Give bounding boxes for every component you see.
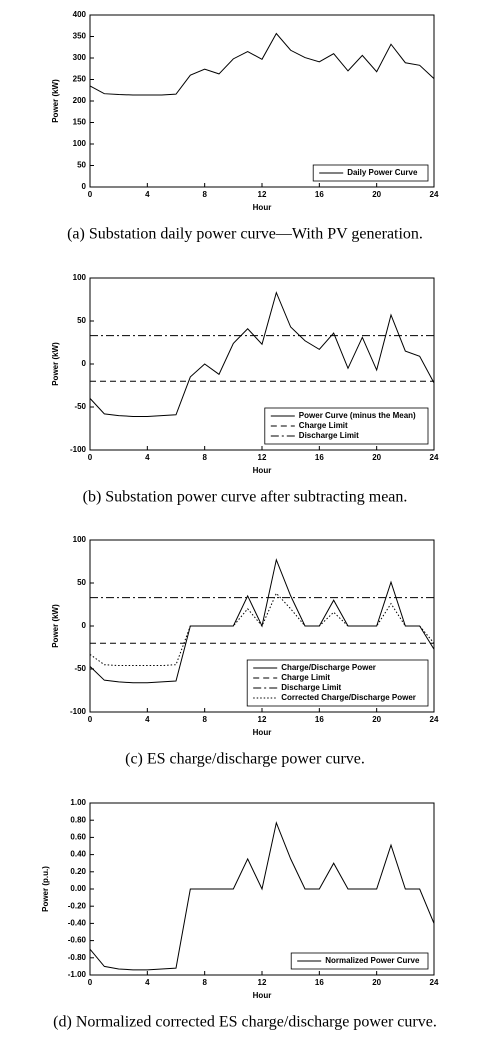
plot-frame xyxy=(89,14,435,188)
x-tick-label: 4 xyxy=(145,453,150,462)
y-tick-label: -0.80 xyxy=(68,953,87,962)
legend-label: Discharge Limit xyxy=(299,431,359,440)
y-tick-label: 50 xyxy=(77,161,86,170)
y-tick-label: -1.00 xyxy=(68,970,87,979)
y-tick-label: 50 xyxy=(77,578,86,587)
x-tick-label: 12 xyxy=(258,715,267,724)
y-tick-label: -50 xyxy=(74,402,86,411)
y-axis-label: Power (p.u.) xyxy=(41,866,50,912)
series-line xyxy=(89,821,435,971)
plot-frame xyxy=(89,802,435,976)
x-tick-label: 24 xyxy=(430,453,439,462)
x-tick-label: 16 xyxy=(315,715,324,724)
y-tick-label: 0 xyxy=(82,359,87,368)
y-tick-label: -100 xyxy=(70,445,87,454)
x-tick-label: 4 xyxy=(145,715,150,724)
x-tick-label: 12 xyxy=(258,978,267,987)
y-tick-label: 1.00 xyxy=(70,798,86,807)
plot-frame xyxy=(89,277,435,451)
y-axis-label: Power (kW) xyxy=(51,342,60,386)
legend-label: Charge Limit xyxy=(281,673,330,682)
y-tick-label: 100 xyxy=(73,535,87,544)
x-axis-label: Hour xyxy=(253,466,272,475)
x-axis-label: Hour xyxy=(253,728,272,737)
x-tick-label: 20 xyxy=(372,715,381,724)
y-axis-label: Power (kW) xyxy=(51,79,60,123)
x-axis-label: Hour xyxy=(253,203,272,212)
y-tick-label: 0.00 xyxy=(70,884,86,893)
y-axis-label: Power (kW) xyxy=(51,604,60,648)
legend-label: Power Curve (minus the Mean) xyxy=(299,411,416,420)
x-tick-label: 24 xyxy=(430,978,439,987)
legend-label: Normalized Power Curve xyxy=(325,956,420,965)
legend-box xyxy=(246,659,429,707)
y-tick-label: -100 xyxy=(70,707,87,716)
y-tick-label: 200 xyxy=(73,96,87,105)
y-tick-label: 0.60 xyxy=(70,833,86,842)
legend-label: Daily Power Curve xyxy=(347,168,418,177)
y-tick-label: 0.20 xyxy=(70,867,86,876)
legend-label: Charge Limit xyxy=(299,421,348,430)
y-tick-label: 0.40 xyxy=(70,850,86,859)
y-tick-label: -0.40 xyxy=(68,919,87,928)
series-line xyxy=(89,32,435,96)
y-tick-label: 0.80 xyxy=(70,815,86,824)
legend-box xyxy=(312,164,429,182)
x-tick-label: 12 xyxy=(258,453,267,462)
y-tick-label: 350 xyxy=(73,32,87,41)
x-tick-label: 16 xyxy=(315,190,324,199)
x-tick-label: 8 xyxy=(202,453,207,462)
series-line xyxy=(89,592,435,667)
caption: (b) Substation power curve after subtrac… xyxy=(83,489,408,506)
y-tick-label: 100 xyxy=(73,273,87,282)
x-tick-label: 0 xyxy=(88,715,93,724)
legend-box xyxy=(290,952,429,970)
legend-label: Charge/Discharge Power xyxy=(281,663,376,672)
y-tick-label: 250 xyxy=(73,75,87,84)
series-line xyxy=(89,291,435,417)
x-tick-label: 0 xyxy=(88,453,93,462)
y-tick-label: 50 xyxy=(77,316,86,325)
y-tick-label: 100 xyxy=(73,139,87,148)
caption: (c) ES charge/discharge power curve. xyxy=(125,751,365,768)
x-tick-label: 0 xyxy=(88,190,93,199)
y-tick-label: 150 xyxy=(73,118,87,127)
x-tick-label: 12 xyxy=(258,190,267,199)
x-tick-label: 20 xyxy=(372,978,381,987)
y-tick-label: 400 xyxy=(73,10,87,19)
x-tick-label: 24 xyxy=(430,715,439,724)
legend-label: Discharge Limit xyxy=(281,683,341,692)
x-tick-label: 20 xyxy=(372,190,381,199)
x-tick-label: 8 xyxy=(202,978,207,987)
x-tick-label: 4 xyxy=(145,190,150,199)
y-tick-label: -0.60 xyxy=(68,936,87,945)
y-tick-label: 0 xyxy=(82,182,87,191)
y-tick-label: 300 xyxy=(73,53,87,62)
x-tick-label: 8 xyxy=(202,190,207,199)
x-tick-label: 16 xyxy=(315,453,324,462)
x-tick-label: 16 xyxy=(315,978,324,987)
y-tick-label: -0.20 xyxy=(68,901,87,910)
x-axis-label: Hour xyxy=(253,991,272,1000)
caption: (a) Substation daily power curve—With PV… xyxy=(67,226,423,243)
x-tick-label: 24 xyxy=(430,190,439,199)
legend-label: Corrected Charge/Discharge Power xyxy=(281,693,416,702)
x-tick-label: 0 xyxy=(88,978,93,987)
x-tick-label: 4 xyxy=(145,978,150,987)
plot-frame xyxy=(89,539,435,713)
x-tick-label: 20 xyxy=(372,453,381,462)
caption: (d) Normalized corrected ES charge/disch… xyxy=(53,1014,437,1031)
y-tick-label: -50 xyxy=(74,664,86,673)
x-tick-label: 8 xyxy=(202,715,207,724)
y-tick-label: 0 xyxy=(82,621,87,630)
